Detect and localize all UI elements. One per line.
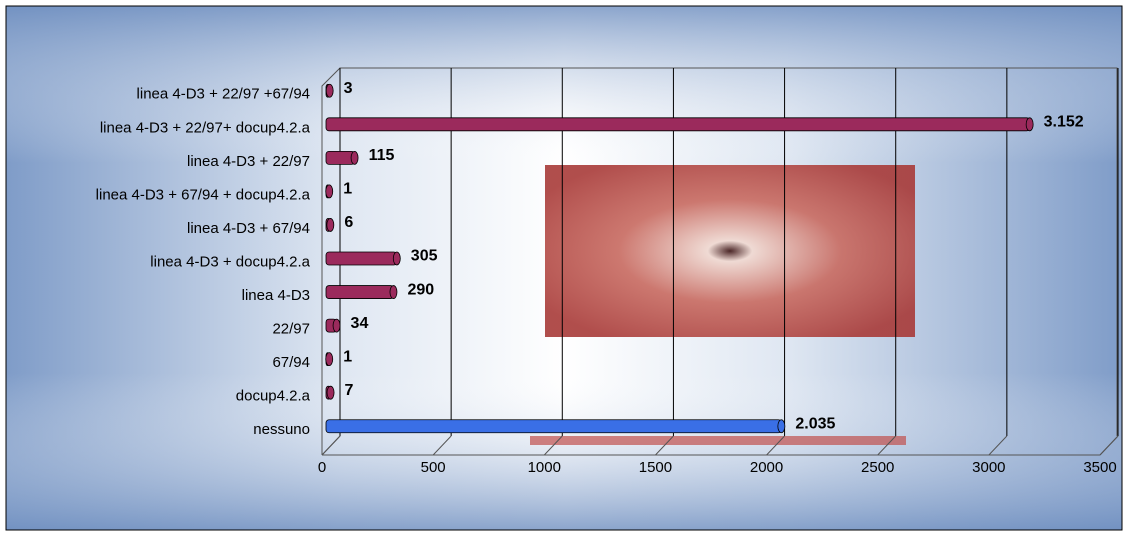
bar-cap <box>778 420 785 433</box>
x-tick-label: 2000 <box>750 459 783 476</box>
value-label: 2.035 <box>795 415 835 432</box>
y-tick-label: linea 4-D3 + 22/97 +67/94 <box>137 86 310 103</box>
bar-cap <box>326 353 333 366</box>
x-tick-label: 0 <box>318 459 326 476</box>
bar-cap <box>351 151 358 164</box>
bar-cap <box>390 286 397 299</box>
x-tick-label: 1500 <box>639 459 672 476</box>
chart: 0 500 1000 1500 2000 2500 3000 3500 3 linea 4-D3 … <box>0 0 1129 536</box>
x-tick-label: 3500 <box>1083 459 1116 476</box>
value-label: 1 <box>343 181 352 198</box>
bar-cap <box>393 252 400 265</box>
bar-cap <box>1026 118 1033 131</box>
bar <box>326 420 781 433</box>
bar-cap <box>333 319 340 332</box>
x-tick-label: 500 <box>421 459 446 476</box>
value-label: 34 <box>351 315 369 332</box>
bar-cap <box>327 386 334 399</box>
y-tick-label: linea 4-D3 + 22/97 <box>187 153 310 170</box>
y-tick-label: nessuno <box>253 421 310 438</box>
y-tick-label: linea 4-D3 <box>242 287 310 304</box>
y-tick-label: docup4.2.a <box>236 388 311 405</box>
bar <box>326 252 397 265</box>
y-tick-label: linea 4-D3 + 22/97+ docup4.2.a <box>100 119 311 136</box>
value-label: 290 <box>407 281 434 298</box>
value-label: 3.152 <box>1044 114 1084 131</box>
bar-cap <box>327 218 334 231</box>
x-tick-label: 3000 <box>972 459 1005 476</box>
x-tick-label: 1000 <box>528 459 561 476</box>
value-label: 305 <box>411 248 438 265</box>
bar <box>326 151 355 164</box>
bar-cap <box>326 185 333 198</box>
y-tick-label: 67/94 <box>272 354 310 371</box>
bar <box>326 118 1030 131</box>
decoration <box>545 165 915 337</box>
bar-cap <box>326 84 333 97</box>
value-label: 3 <box>344 80 353 97</box>
y-tick-label: 22/97 <box>272 321 310 338</box>
x-tick-label: 2500 <box>861 459 894 476</box>
value-label: 6 <box>344 214 353 231</box>
y-tick-label: linea 4-D3 + 67/94 + docup4.2.a <box>96 186 311 203</box>
value-label: 115 <box>369 147 395 164</box>
value-label: 1 <box>343 348 352 365</box>
y-tick-label: linea 4-D3 + docup4.2.a <box>150 253 310 270</box>
y-tick-label: linea 4-D3 + 67/94 <box>187 220 310 237</box>
decoration <box>530 436 906 445</box>
value-label: 7 <box>345 382 354 399</box>
bar <box>326 286 393 299</box>
